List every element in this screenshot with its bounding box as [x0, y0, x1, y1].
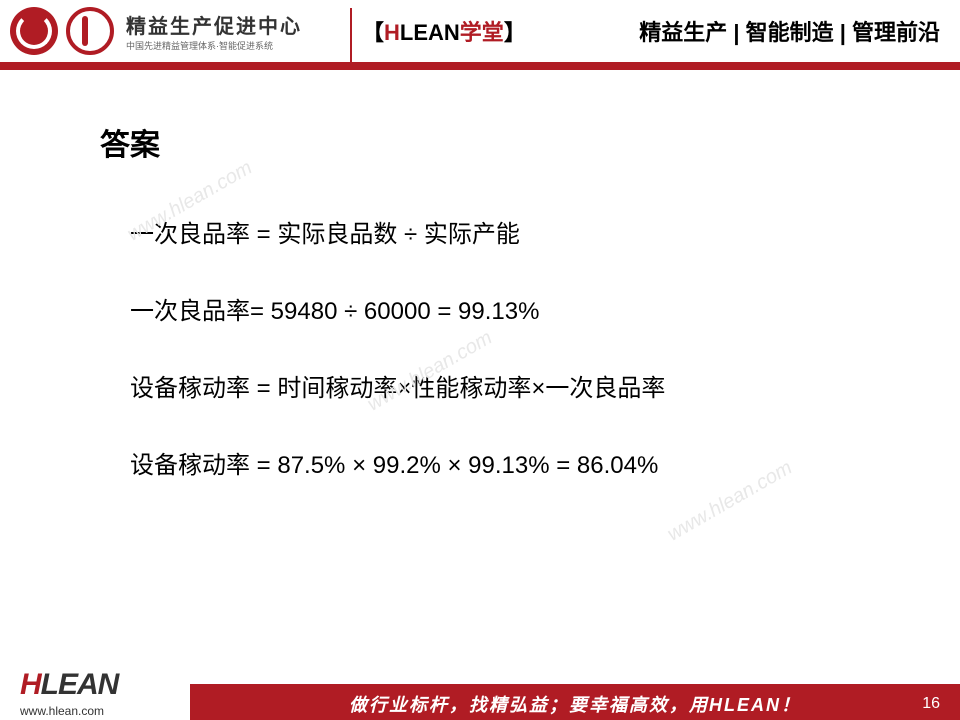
formula-line-2: 一次良品率= 59480 ÷ 60000 = 99.13%: [100, 291, 860, 326]
bracket-close: 】: [504, 20, 526, 45]
logo-icon-outline: [66, 7, 114, 55]
header-red-bar: [0, 62, 960, 70]
footer-logo-lean: LEAN: [41, 668, 119, 701]
footer-logo: HLEAN: [20, 668, 118, 702]
content-area: www.hlean.com www.hlean.com www.hlean.co…: [0, 70, 960, 480]
header-right-text: 精益生产 | 智能制造 | 管理前沿: [639, 15, 940, 47]
footer-logo-h: H: [20, 668, 41, 701]
header-divider: [350, 8, 352, 62]
formula-line-1: 一次良品率 = 实际良品数 ÷ 实际产能: [100, 214, 860, 249]
center-h: H: [384, 20, 400, 45]
footer: HLEAN www.hlean.com 做行业标杆，找精弘益；要幸福高效，用HL…: [0, 672, 960, 720]
logo-text: 精益生产促进中心 中国先进精益管理体系·智能促进系统: [126, 10, 302, 52]
header-center-title: 【HLEAN学堂】: [362, 15, 526, 47]
logo-sub-text: 中国先进精益管理体系·智能促进系统: [126, 39, 302, 52]
page-number: 16: [922, 695, 940, 713]
bracket-open: 【: [362, 20, 384, 45]
formula-line-3: 设备稼动率 = 时间稼动率×性能稼动率×一次良品率: [100, 368, 860, 403]
footer-red-bar: 做行业标杆，找精弘益；要幸福高效，用HLEAN！ 16: [190, 688, 960, 720]
logo-area: 精益生产促进中心 中国先进精益管理体系·智能促进系统: [0, 7, 302, 55]
logo-icon-red: [10, 7, 58, 55]
footer-url: www.hlean.com: [20, 704, 104, 718]
formula-line-4: 设备稼动率 = 87.5% × 99.2% × 99.13% = 86.04%: [100, 445, 860, 480]
header: 精益生产促进中心 中国先进精益管理体系·智能促进系统 【HLEAN学堂】 精益生…: [0, 0, 960, 62]
logo-main-text: 精益生产促进中心: [126, 10, 302, 39]
footer-slogan: 做行业标杆，找精弘益；要幸福高效，用HLEAN！: [349, 691, 801, 717]
center-xuetang: 学堂: [460, 20, 504, 45]
center-lean: LEAN: [400, 20, 460, 45]
content-title: 答案: [100, 120, 860, 164]
